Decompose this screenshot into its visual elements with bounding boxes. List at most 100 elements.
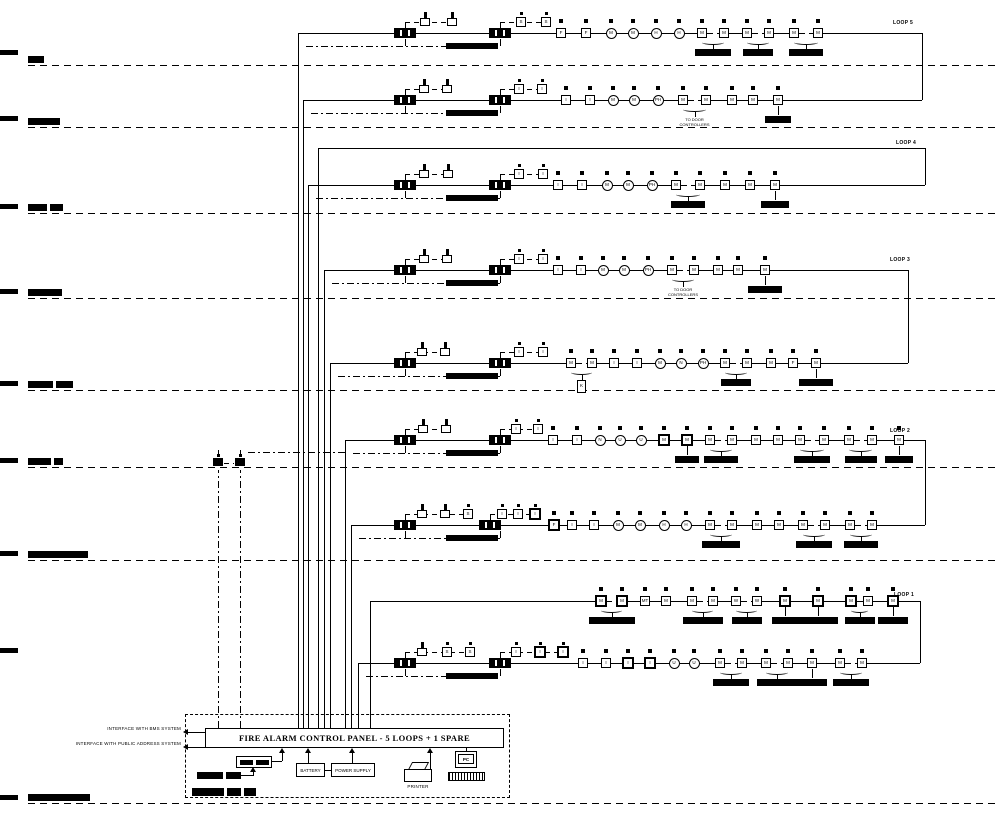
detector-circle-icon: H: [658, 519, 670, 531]
riser-line: [318, 148, 925, 149]
monitor-line: [338, 376, 500, 377]
device-square-icon: M: [667, 265, 677, 275]
address-tag-redacted: [734, 587, 738, 591]
battery-feed-line: [308, 753, 309, 763]
device-square-icon: M: [701, 95, 711, 105]
monitor-line: [218, 450, 219, 455]
monitor-line: [500, 668, 501, 676]
module-slot: [495, 30, 497, 36]
address-tag-redacted: [626, 649, 630, 653]
address-tag-redacted: [751, 86, 755, 90]
panel-enclosure-box: [185, 714, 510, 798]
callpoint-icon: [442, 85, 452, 93]
stub-line: [500, 352, 501, 358]
detector-circle-icon: PH: [652, 94, 664, 106]
device-square-icon: M: [715, 658, 725, 668]
wire-dashed: [716, 440, 726, 441]
drop-line: [851, 675, 852, 680]
wire-dashed: [682, 185, 694, 186]
wire-label-redacted: [446, 43, 498, 49]
module-icon: [394, 358, 416, 368]
callpoint-icon: [419, 170, 429, 178]
callpoint-icon: [417, 648, 427, 656]
address-tag-redacted: [616, 511, 620, 515]
callpoint-icon: [418, 425, 428, 433]
module-slot: [503, 97, 505, 103]
address-tag-redacted: [662, 511, 666, 515]
wire-dashed: [689, 100, 700, 101]
device-square-icon: F: [788, 358, 798, 368]
redacted-device-arrow-icon: [250, 767, 256, 772]
address-tag-redacted: [764, 649, 768, 653]
module-slot: [408, 30, 410, 36]
device-square-icon: M: [867, 435, 877, 445]
riser-line: [358, 663, 359, 728]
device-square-icon: M: [708, 596, 718, 606]
drop-line: [814, 537, 815, 542]
callpoint-icon: [442, 255, 452, 263]
module-slot: [400, 267, 402, 273]
floor-label-redacted: [28, 458, 51, 465]
inner-frame: M: [617, 596, 627, 606]
detector-circle-icon: H: [673, 27, 685, 39]
callpoint-icon: [441, 425, 451, 433]
riser-line: [303, 100, 304, 728]
device-label-redacted: [796, 541, 832, 548]
device-square-icon: M: [863, 596, 873, 606]
interface-pa-arrow-icon: [183, 744, 188, 750]
address-tag-redacted: [700, 19, 704, 23]
inner-frame: M: [888, 596, 898, 606]
riser-line: [925, 148, 926, 185]
floor-label-redacted: [50, 204, 63, 211]
device-square-icon: F: [556, 28, 566, 38]
callpoint-pin-icon: [420, 345, 424, 348]
wire-dashed: [857, 601, 862, 602]
floor-line: [28, 213, 997, 214]
address-tag-redacted: [847, 426, 851, 430]
interface-bms-arrow-icon: [183, 729, 188, 735]
pair-brace: [672, 277, 694, 282]
address-tag-redacted: [692, 256, 696, 260]
device-square-icon: I: [561, 95, 571, 105]
stub-line: [405, 514, 406, 520]
pair-brace: [840, 670, 862, 675]
stub-line: [405, 652, 406, 658]
wire-dashed: [809, 525, 819, 526]
address-tag-redacted: [533, 504, 537, 507]
address-tag-redacted: [685, 426, 689, 430]
detector-circle-icon: U: [614, 434, 626, 446]
wire-dashed: [742, 601, 751, 602]
address-tag-redacted: [670, 256, 674, 260]
module-icon: [489, 28, 511, 38]
pc-feed-line: [466, 748, 467, 752]
address-tag-redacted: [730, 511, 734, 515]
address-tag-redacted: [556, 171, 560, 175]
address-tag-redacted: [769, 349, 773, 353]
margin-mark-redacted: [0, 648, 18, 653]
callpoint-pin-icon: [422, 252, 426, 255]
module-slot: [495, 267, 497, 273]
address-tag-redacted: [552, 511, 556, 515]
monitor-line: [218, 470, 219, 728]
address-tag-redacted: [422, 164, 426, 167]
pair-brace: [601, 608, 622, 613]
device-label-redacted: [588, 617, 635, 624]
module-slot: [408, 182, 410, 188]
address-tag-redacted: [698, 171, 702, 175]
monitor-line: [240, 450, 241, 455]
monitor-line: [500, 38, 501, 46]
stub-line: [490, 514, 535, 515]
address-tag-redacted: [601, 256, 605, 260]
address-tag-redacted: [848, 511, 852, 515]
pair-brace: [736, 608, 757, 613]
device-square-double-icon: M: [595, 595, 607, 607]
riser-line: [324, 270, 325, 728]
address-tag-redacted: [708, 511, 712, 515]
wire-label-redacted: [446, 373, 498, 379]
device-label-redacted: [772, 617, 798, 624]
device-square-icon: M: [773, 435, 783, 445]
monitor-line: [353, 453, 500, 454]
drop-line: [731, 675, 732, 680]
printer-feed-line: [430, 753, 431, 769]
device-square-icon: I: [511, 647, 521, 657]
